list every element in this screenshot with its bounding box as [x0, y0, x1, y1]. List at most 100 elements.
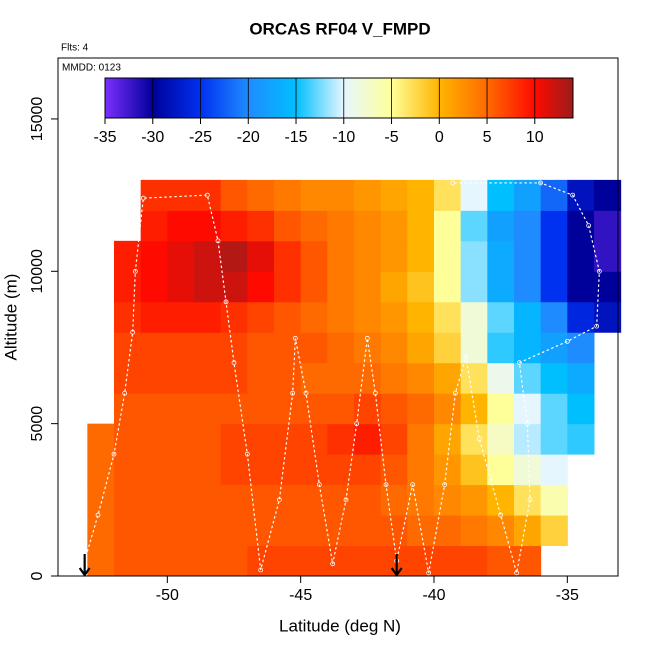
- heatmap-cell: [167, 362, 195, 394]
- heatmap-cell: [567, 240, 595, 272]
- track-point: [215, 238, 221, 244]
- heatmap-cell: [380, 210, 408, 242]
- heatmap-cell: [194, 271, 222, 303]
- heatmap-cell: [114, 301, 142, 333]
- heatmap-cell: [327, 301, 355, 333]
- heatmap-cell: [594, 240, 622, 272]
- heatmap-cell: [220, 240, 248, 272]
- track-point: [410, 482, 416, 487]
- heatmap-cell: [247, 362, 275, 394]
- heatmap-cell: [354, 454, 382, 486]
- heatmap-cell: [434, 271, 462, 303]
- track-point: [364, 335, 370, 341]
- colorbar-tick-label: -20: [237, 129, 260, 146]
- heatmap-cell: [140, 301, 168, 333]
- heatmap-cell: [434, 393, 462, 425]
- heatmap-cell: [327, 393, 355, 425]
- heatmap-cell: [220, 515, 248, 547]
- heatmap-cell: [380, 301, 408, 333]
- track-point: [596, 268, 602, 274]
- heatmap-cell: [194, 423, 222, 455]
- heatmap-cell: [194, 454, 222, 486]
- heatmap-cell: [167, 484, 195, 516]
- track-point: [452, 390, 458, 396]
- heatmap-cell: [274, 454, 302, 486]
- plot-frame: [57, 57, 619, 577]
- heatmap-cell: [274, 179, 302, 211]
- heatmap-cell: [460, 210, 488, 242]
- heatmap-cell: [460, 179, 488, 211]
- heatmap-cell: [540, 271, 568, 303]
- heatmap-cell: [540, 332, 568, 364]
- track-point: [130, 329, 136, 335]
- heatmap-cell: [300, 362, 328, 394]
- heatmap-cell: [300, 210, 328, 242]
- heatmap-cell: [140, 362, 168, 394]
- heatmap-cell: [300, 515, 328, 547]
- heatmap-cell: [140, 210, 168, 242]
- heatmap-cell: [354, 210, 382, 242]
- y-tick-label: 10000: [29, 249, 46, 294]
- heatmap-cell: [247, 301, 275, 333]
- track-point: [383, 482, 389, 487]
- heatmap-cell: [487, 210, 515, 242]
- track-point: [354, 421, 360, 427]
- heatmap-cell: [514, 362, 542, 394]
- heatmap-cell: [567, 332, 595, 364]
- x-tick-label: -45: [289, 587, 312, 604]
- heatmap-cell: [567, 423, 595, 455]
- track-point: [290, 390, 296, 396]
- heatmap-cell: [140, 393, 168, 425]
- heatmap-cell: [514, 423, 542, 455]
- heatmap-cell: [594, 179, 622, 211]
- heatmap-cell: [140, 271, 168, 303]
- heatmap-cell: [194, 301, 222, 333]
- heatmap-cell: [380, 393, 408, 425]
- heatmap-cell: [460, 545, 488, 577]
- heatmap-cell: [220, 210, 248, 242]
- heatmap-cell: [114, 545, 142, 577]
- heatmap-cell: [434, 515, 462, 547]
- track-point: [316, 482, 322, 487]
- heatmap-cell: [540, 210, 568, 242]
- heatmap-cell: [194, 545, 222, 577]
- heatmap-cell: [167, 210, 195, 242]
- track-point: [498, 512, 504, 518]
- heatmap-cell: [300, 423, 328, 455]
- heatmap-cell: [167, 515, 195, 547]
- heatmap-cell: [247, 332, 275, 364]
- colorbar-tick-label: 10: [526, 129, 544, 146]
- heatmap-cell: [354, 362, 382, 394]
- heatmap-cell: [407, 210, 435, 242]
- heatmap-cell: [220, 454, 248, 486]
- heatmap-cell: [487, 301, 515, 333]
- colorbar-tick-label: -30: [141, 129, 164, 146]
- heatmap-cell: [327, 179, 355, 211]
- track-point: [292, 335, 298, 341]
- heatmap-cell: [327, 240, 355, 272]
- heatmap-cell: [460, 301, 488, 333]
- y-tick-label: 0: [29, 571, 46, 580]
- heatmap-cell: [327, 362, 355, 394]
- heatmap-cell: [167, 301, 195, 333]
- track-point: [538, 180, 544, 186]
- heatmap-cell: [434, 545, 462, 577]
- heatmap-cell: [274, 271, 302, 303]
- colorbar: [104, 77, 574, 119]
- heatmap-cell: [540, 301, 568, 333]
- heatmap-cell: [460, 484, 488, 516]
- heatmap-cell: [140, 423, 168, 455]
- heatmap-cell: [194, 179, 222, 211]
- heatmap-cell: [407, 393, 435, 425]
- heatmap-cell: [114, 515, 142, 547]
- track-point: [516, 360, 522, 366]
- track-point: [343, 497, 349, 503]
- heatmap-cell: [487, 484, 515, 516]
- heatmap-cell: [300, 271, 328, 303]
- heatmap-cell: [87, 423, 115, 455]
- heatmap-cell: [514, 210, 542, 242]
- heatmap-cell: [540, 362, 568, 394]
- x-tick-label: -40: [422, 587, 445, 604]
- track-point: [524, 421, 530, 427]
